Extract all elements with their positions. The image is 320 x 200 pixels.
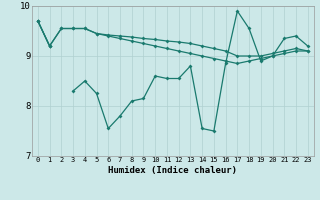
X-axis label: Humidex (Indice chaleur): Humidex (Indice chaleur) bbox=[108, 166, 237, 175]
